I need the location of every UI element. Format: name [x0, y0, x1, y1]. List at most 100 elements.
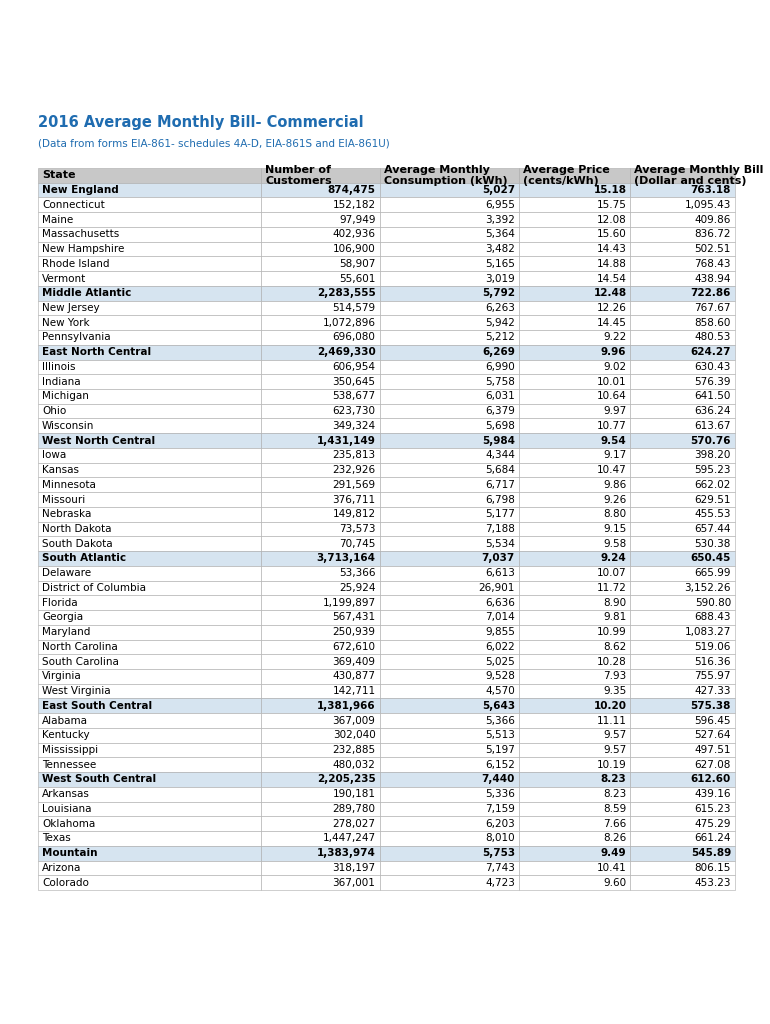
Bar	[38, 419, 261, 433]
Bar	[261, 551, 380, 566]
Text: Mississippi: Mississippi	[42, 745, 98, 755]
Text: Number of
Customers: Number of Customers	[265, 165, 332, 186]
Text: 7,037: 7,037	[482, 553, 515, 563]
Text: 6,798: 6,798	[485, 495, 515, 505]
Text: 480.53: 480.53	[695, 333, 731, 342]
Text: 7,014: 7,014	[485, 612, 515, 623]
Text: 318,197: 318,197	[333, 863, 376, 872]
Bar	[380, 286, 519, 301]
Bar	[261, 447, 380, 463]
Bar	[519, 713, 631, 728]
Text: 2,469,330: 2,469,330	[316, 347, 376, 357]
Text: 149,812: 149,812	[333, 509, 376, 519]
Text: 6,269: 6,269	[482, 347, 515, 357]
Text: 627.08: 627.08	[695, 760, 731, 770]
Text: 5,643: 5,643	[482, 700, 515, 711]
Bar	[38, 271, 261, 286]
Text: Oklahoma: Oklahoma	[42, 819, 95, 828]
Text: Maryland: Maryland	[42, 627, 90, 637]
Bar	[631, 493, 735, 507]
Text: 142,711: 142,711	[333, 686, 376, 696]
Text: 10.47: 10.47	[597, 465, 627, 475]
Text: 6,717: 6,717	[485, 480, 515, 489]
Bar	[519, 728, 631, 742]
Bar	[38, 433, 261, 447]
Bar	[631, 375, 735, 389]
Bar	[519, 566, 631, 581]
Text: 9,528: 9,528	[485, 672, 515, 681]
Bar	[38, 537, 261, 551]
Bar	[380, 359, 519, 375]
Bar	[631, 286, 735, 301]
Text: 6,613: 6,613	[485, 568, 515, 579]
Text: 289,780: 289,780	[333, 804, 376, 814]
Bar	[519, 684, 631, 698]
Bar	[38, 860, 261, 876]
Text: Rhode Island: Rhode Island	[42, 259, 109, 268]
Text: 10.64: 10.64	[597, 391, 627, 401]
Bar	[261, 684, 380, 698]
Bar	[261, 419, 380, 433]
Bar	[38, 286, 261, 301]
Text: 636.24: 636.24	[695, 407, 731, 416]
Bar	[261, 271, 380, 286]
Bar	[261, 359, 380, 375]
Bar	[380, 625, 519, 640]
Text: 4,723: 4,723	[485, 878, 515, 888]
Bar	[631, 301, 735, 315]
Text: 1,199,897: 1,199,897	[323, 598, 376, 607]
Bar	[631, 876, 735, 890]
Text: 12.48: 12.48	[594, 288, 627, 298]
Text: 596.45: 596.45	[695, 716, 731, 726]
Text: 15.75: 15.75	[597, 200, 627, 210]
Text: 763.18: 763.18	[691, 185, 731, 196]
Bar	[38, 463, 261, 477]
Text: 11.11: 11.11	[597, 716, 627, 726]
Bar	[261, 758, 380, 772]
Text: Texas: Texas	[42, 834, 71, 844]
Text: 9.81: 9.81	[603, 612, 627, 623]
Text: Average Monthly Bill
(Dollar and cents): Average Monthly Bill (Dollar and cents)	[634, 165, 764, 186]
Bar	[380, 477, 519, 493]
Text: 190,181: 190,181	[333, 790, 376, 799]
Text: 768.43: 768.43	[695, 259, 731, 268]
Text: 402,936: 402,936	[333, 229, 376, 240]
Text: 5,534: 5,534	[485, 539, 515, 549]
Bar	[519, 669, 631, 684]
Text: 9.57: 9.57	[603, 745, 627, 755]
Text: 10.20: 10.20	[594, 700, 627, 711]
Text: 8.90: 8.90	[604, 598, 627, 607]
Bar	[261, 786, 380, 802]
Bar	[38, 168, 261, 182]
Bar	[38, 198, 261, 212]
Bar	[631, 507, 735, 521]
Bar	[380, 330, 519, 345]
Bar	[519, 581, 631, 595]
Bar	[380, 463, 519, 477]
Text: 615.23: 615.23	[695, 804, 731, 814]
Bar	[519, 507, 631, 521]
Bar	[519, 537, 631, 551]
Text: 14.45: 14.45	[597, 317, 627, 328]
Bar	[631, 212, 735, 227]
Text: 235,813: 235,813	[333, 451, 376, 461]
Text: New Jersey: New Jersey	[42, 303, 99, 313]
Text: 9.26: 9.26	[603, 495, 627, 505]
Bar	[380, 684, 519, 698]
Text: 9.02: 9.02	[604, 361, 627, 372]
Text: 6,990: 6,990	[485, 361, 515, 372]
Text: 5,025: 5,025	[485, 656, 515, 667]
Text: 15.60: 15.60	[597, 229, 627, 240]
Bar	[261, 654, 380, 669]
Bar	[519, 846, 631, 860]
Bar	[631, 566, 735, 581]
Bar	[519, 551, 631, 566]
Bar	[380, 212, 519, 227]
Bar	[631, 684, 735, 698]
Bar	[261, 212, 380, 227]
Bar	[631, 758, 735, 772]
Bar	[380, 713, 519, 728]
Bar	[631, 271, 735, 286]
Bar	[631, 198, 735, 212]
Text: Connecticut: Connecticut	[42, 200, 105, 210]
